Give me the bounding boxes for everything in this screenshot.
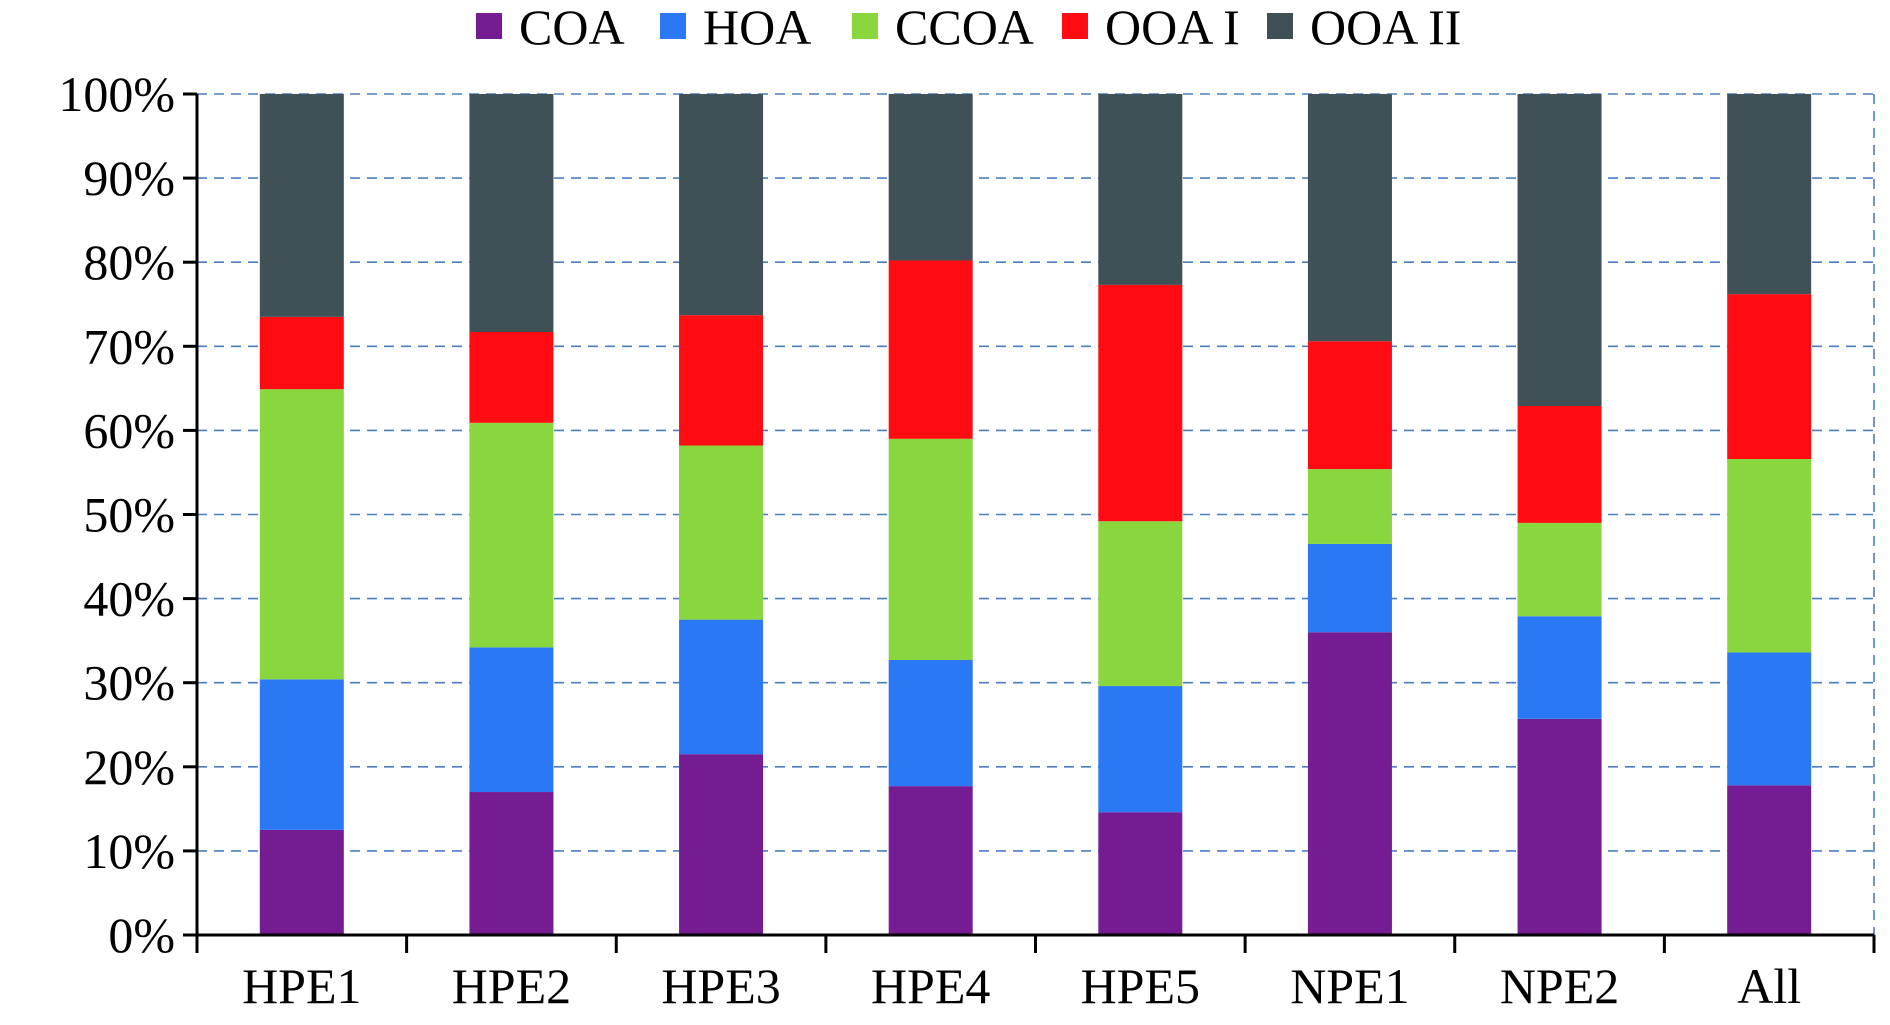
bar-hpe3-hoa	[679, 619, 764, 755]
bars	[259, 94, 1812, 935]
bar-hpe5-hoa	[1098, 686, 1183, 813]
y-tick-label-60pct: 60%	[83, 402, 175, 458]
legend-swatch-ooa-i	[1062, 13, 1088, 39]
bar-hpe1-ooa-ii	[259, 94, 344, 317]
legend-label-coa: COA	[519, 0, 625, 55]
y-tick-label-40pct: 40%	[83, 571, 175, 627]
bar-hpe5-coa	[1098, 812, 1183, 935]
bar-hpe3-coa	[679, 754, 764, 935]
bar-hpe5-ccoa	[1098, 521, 1183, 687]
y-tick-label-80pct: 80%	[83, 234, 175, 290]
bar-hpe1-ccoa	[259, 389, 344, 680]
y-tick-label-70pct: 70%	[83, 318, 175, 374]
bar-npe2-ooa-i	[1517, 406, 1602, 523]
x-category-label-npe1: NPE1	[1290, 958, 1409, 1014]
bar-hpe2-ooa-ii	[469, 94, 554, 333]
bar-hpe1-coa	[259, 829, 344, 935]
bar-npe1-ccoa	[1307, 469, 1392, 544]
y-tick-label-90pct: 90%	[83, 150, 175, 206]
x-category-labels: HPE1 HPE2 HPE3 HPE4 HPE5 NPE1 NPE2 All	[242, 958, 1801, 1014]
x-category-label-hpe3: HPE3	[661, 958, 780, 1014]
y-tick-label-20pct: 20%	[83, 739, 175, 795]
bar-npe2-hoa	[1517, 616, 1602, 719]
legend-label-hoa: HOA	[703, 0, 811, 55]
bar-hpe4-coa	[888, 786, 973, 935]
bar-all-ccoa	[1727, 458, 1812, 653]
bar-hpe4-ooa-ii	[888, 94, 973, 261]
bar-npe2-ccoa	[1517, 522, 1602, 617]
gridlines	[197, 93, 1875, 935]
bar-hpe2-ooa-i	[469, 332, 554, 423]
bar-all-ooa-i	[1727, 294, 1812, 459]
legend: COA HOA CCOA OOA I OOA II	[476, 0, 1461, 55]
bar-hpe5-ooa-i	[1098, 284, 1183, 522]
bar-all-hoa	[1727, 652, 1812, 786]
bar-hpe3-ooa-i	[679, 315, 764, 446]
bar-hpe2-ccoa	[469, 422, 554, 648]
bar-npe1-coa	[1307, 632, 1392, 935]
y-tick-label-30pct: 30%	[83, 655, 175, 711]
bar-npe1-ooa-ii	[1307, 94, 1392, 342]
bar-npe2-coa	[1517, 718, 1602, 935]
legend-swatch-coa	[476, 13, 502, 39]
legend-swatch-hoa	[660, 13, 686, 39]
bar-hpe3-ccoa	[679, 445, 764, 620]
bar-hpe4-ooa-i	[888, 260, 973, 439]
bar-hpe4-hoa	[888, 659, 973, 787]
x-category-label-all: All	[1737, 958, 1801, 1014]
bar-hpe5-ooa-ii	[1098, 94, 1183, 285]
legend-label-ooa-ii: OOA II	[1310, 0, 1461, 55]
y-tick-label-10pct: 10%	[83, 823, 175, 879]
legend-swatch-ccoa	[852, 13, 878, 39]
bar-npe1-hoa	[1307, 543, 1392, 633]
bar-hpe1-hoa	[259, 679, 344, 830]
bar-hpe4-ccoa	[888, 438, 973, 660]
bar-npe1-ooa-i	[1307, 341, 1392, 470]
legend-label-ooa-i: OOA I	[1105, 0, 1240, 55]
x-category-label-hpe2: HPE2	[452, 958, 571, 1014]
x-category-label-hpe1: HPE1	[242, 958, 361, 1014]
bar-all-coa	[1727, 785, 1812, 935]
x-category-label-npe2: NPE2	[1500, 958, 1619, 1014]
bar-hpe1-ooa-i	[259, 316, 344, 390]
y-tick-label-100pct: 100%	[58, 66, 175, 122]
legend-swatch-ooa-ii	[1267, 13, 1293, 39]
bar-npe2-ooa-ii	[1517, 94, 1602, 407]
y-tick-label-50pct: 50%	[83, 487, 175, 543]
x-category-label-hpe4: HPE4	[871, 958, 990, 1014]
x-category-label-hpe5: HPE5	[1081, 958, 1200, 1014]
bar-hpe2-hoa	[469, 647, 554, 793]
legend-label-ccoa: CCOA	[895, 0, 1034, 55]
bar-all-ooa-ii	[1727, 94, 1812, 295]
y-tick-label-0pct: 0%	[108, 907, 175, 963]
bar-hpe3-ooa-ii	[679, 94, 764, 316]
axes	[183, 92, 1876, 953]
y-tick-labels: 0% 10% 20% 30% 40% 50% 60% 70% 80% 90% 100%	[58, 66, 175, 963]
bar-hpe2-coa	[469, 792, 554, 935]
